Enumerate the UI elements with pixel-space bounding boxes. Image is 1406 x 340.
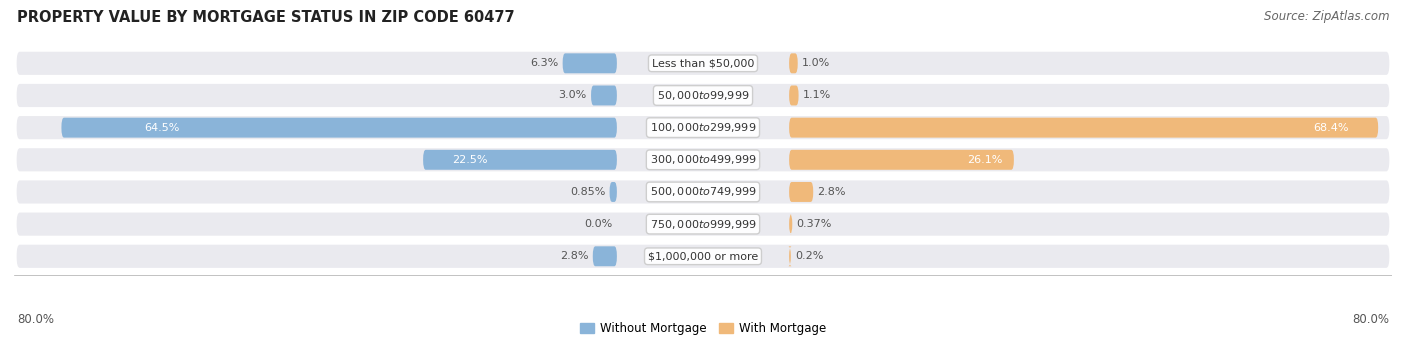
Text: $100,000 to $299,999: $100,000 to $299,999: [650, 121, 756, 134]
FancyBboxPatch shape: [789, 53, 797, 73]
Text: $750,000 to $999,999: $750,000 to $999,999: [650, 218, 756, 231]
FancyBboxPatch shape: [17, 181, 1389, 204]
Text: 26.1%: 26.1%: [967, 155, 1002, 165]
FancyBboxPatch shape: [17, 148, 1389, 171]
Text: 0.85%: 0.85%: [569, 187, 605, 197]
Text: 2.8%: 2.8%: [817, 187, 846, 197]
FancyBboxPatch shape: [789, 214, 793, 234]
Text: $1,000,000 or more: $1,000,000 or more: [648, 251, 758, 261]
Text: 0.0%: 0.0%: [585, 219, 613, 229]
FancyBboxPatch shape: [17, 245, 1389, 268]
Legend: Without Mortgage, With Mortgage: Without Mortgage, With Mortgage: [575, 317, 831, 340]
FancyBboxPatch shape: [789, 85, 799, 105]
Text: $300,000 to $499,999: $300,000 to $499,999: [650, 153, 756, 166]
Text: Less than $50,000: Less than $50,000: [652, 58, 754, 68]
Text: 2.8%: 2.8%: [560, 251, 589, 261]
Text: PROPERTY VALUE BY MORTGAGE STATUS IN ZIP CODE 60477: PROPERTY VALUE BY MORTGAGE STATUS IN ZIP…: [17, 10, 515, 25]
Text: 22.5%: 22.5%: [453, 155, 488, 165]
FancyBboxPatch shape: [17, 212, 1389, 236]
Text: 80.0%: 80.0%: [17, 313, 53, 326]
FancyBboxPatch shape: [789, 182, 813, 202]
Text: Source: ZipAtlas.com: Source: ZipAtlas.com: [1264, 10, 1389, 23]
Text: 0.37%: 0.37%: [797, 219, 832, 229]
FancyBboxPatch shape: [789, 150, 1014, 170]
Text: 64.5%: 64.5%: [145, 123, 180, 133]
FancyBboxPatch shape: [17, 84, 1389, 107]
Text: 6.3%: 6.3%: [530, 58, 558, 68]
FancyBboxPatch shape: [17, 52, 1389, 75]
Text: 1.1%: 1.1%: [803, 90, 831, 101]
FancyBboxPatch shape: [789, 118, 1378, 138]
Text: $50,000 to $99,999: $50,000 to $99,999: [657, 89, 749, 102]
FancyBboxPatch shape: [591, 85, 617, 105]
FancyBboxPatch shape: [423, 150, 617, 170]
Text: 0.2%: 0.2%: [796, 251, 824, 261]
Text: $500,000 to $749,999: $500,000 to $749,999: [650, 185, 756, 199]
Text: 80.0%: 80.0%: [1353, 313, 1389, 326]
FancyBboxPatch shape: [610, 182, 617, 202]
Text: 68.4%: 68.4%: [1313, 123, 1348, 133]
FancyBboxPatch shape: [17, 116, 1389, 139]
FancyBboxPatch shape: [62, 118, 617, 138]
FancyBboxPatch shape: [789, 246, 792, 266]
FancyBboxPatch shape: [593, 246, 617, 266]
Text: 3.0%: 3.0%: [558, 90, 586, 101]
FancyBboxPatch shape: [562, 53, 617, 73]
Text: 1.0%: 1.0%: [801, 58, 831, 68]
